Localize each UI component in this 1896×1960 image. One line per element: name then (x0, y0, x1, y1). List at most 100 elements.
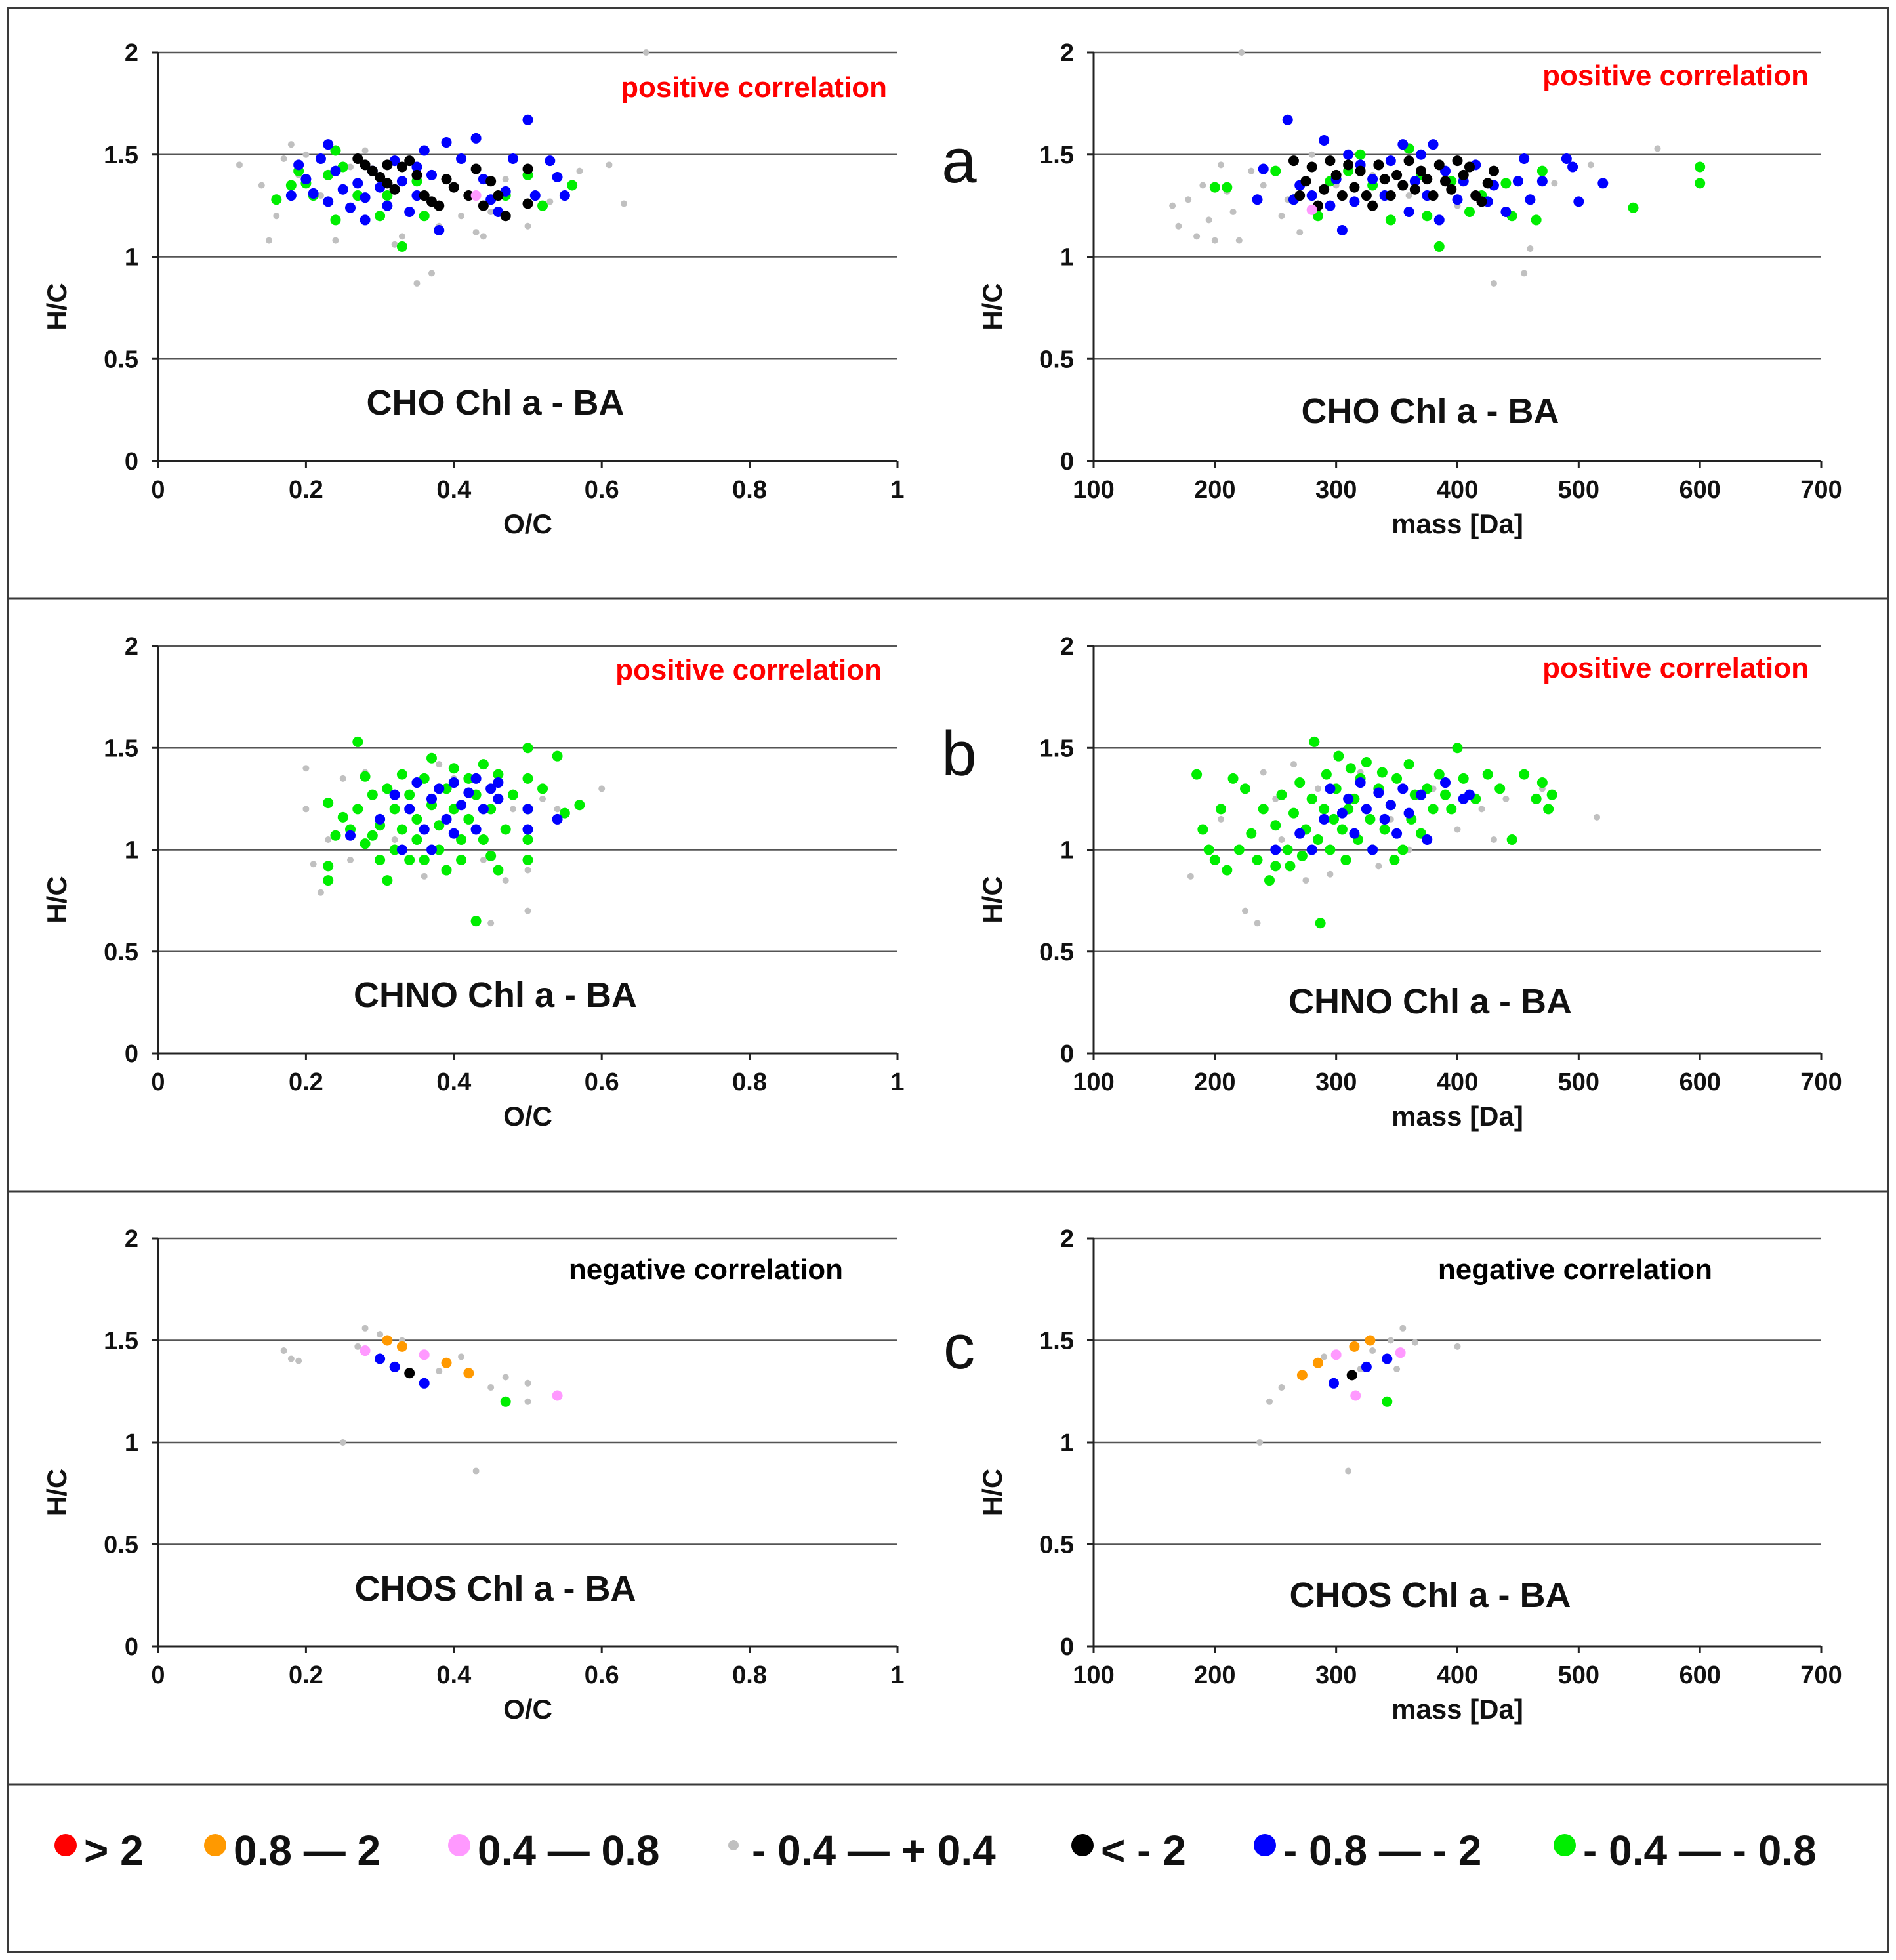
y-tick-label: 0.5 (1039, 939, 1074, 966)
data-point (552, 750, 563, 762)
data-point (456, 800, 467, 811)
data-point (1476, 196, 1487, 207)
data-point (1325, 844, 1336, 855)
x-tick-label: 0.8 (732, 476, 767, 504)
data-point (1416, 789, 1427, 800)
data-point (1387, 1337, 1394, 1344)
data-point (480, 233, 487, 240)
data-point (1233, 844, 1245, 855)
data-point (1296, 229, 1304, 236)
data-point (280, 155, 287, 162)
x-tick-label: 600 (1679, 1662, 1720, 1689)
y-tick-label: 1 (125, 244, 138, 272)
data-point (1336, 225, 1348, 236)
data-point (1389, 855, 1400, 866)
panel-letter-b: b (941, 719, 976, 789)
data-point (1376, 767, 1388, 778)
data-point (472, 229, 480, 236)
data-point (1306, 844, 1317, 855)
data-point (360, 838, 371, 849)
data-point (398, 233, 405, 240)
y-tick-label: 2 (125, 1225, 138, 1253)
y-tick-label: 0 (125, 1633, 138, 1661)
data-point (493, 777, 504, 788)
data-point (487, 208, 495, 215)
y-tick-label: 2 (125, 39, 138, 67)
legend-marker (728, 1840, 739, 1850)
data-point (1325, 783, 1336, 794)
data-point (1494, 783, 1506, 794)
correlation-annotation: positive correlation (615, 654, 882, 686)
series--2 (1288, 155, 1499, 211)
y-axis-label: H/C (977, 283, 1008, 330)
data-point (1319, 184, 1330, 195)
data-point (375, 172, 386, 183)
x-tick-label: 1 (890, 1662, 904, 1689)
data-point (1315, 918, 1326, 929)
data-point (1258, 163, 1269, 174)
data-point (360, 214, 371, 226)
chart-panel-b-left: 0 0.5 1 1.5 2 0 0.2 0.4 0.6 0.8 1 O/C H/C CHNO Chl a … (41, 633, 905, 1132)
data-point (537, 783, 548, 794)
x-axis-label: mass [Da] (1391, 508, 1523, 539)
y-tick-label: 0.5 (1039, 346, 1074, 373)
data-point (1306, 161, 1317, 173)
series--0-4-0-8 (323, 736, 585, 927)
data-point (1446, 804, 1457, 815)
data-point (529, 190, 541, 201)
data-point (524, 1379, 531, 1387)
data-point (1573, 196, 1584, 207)
x-tick-label: 700 (1800, 1069, 1842, 1096)
data-point (266, 237, 273, 244)
data-point (1321, 1353, 1328, 1360)
data-point (1169, 202, 1176, 209)
data-point (537, 200, 548, 211)
data-point (522, 824, 533, 835)
data-point (1193, 233, 1201, 240)
legend-label: - 0.4 — - 0.8 (1583, 1827, 1817, 1874)
y-tick-label: 1 (125, 837, 138, 865)
data-point (1246, 828, 1257, 839)
series--0-4-0-4 (280, 1324, 531, 1475)
x-tick-label: 0 (151, 1662, 165, 1689)
data-point (1270, 820, 1281, 831)
x-tick-label: 0.4 (436, 1069, 471, 1096)
data-point (1361, 190, 1372, 201)
y-axis-label: H/C (977, 876, 1008, 923)
data-point (347, 163, 354, 171)
data-point (404, 206, 415, 217)
legend-item: - 0.8 — - 2 (1254, 1827, 1481, 1874)
data-point (1349, 828, 1360, 839)
data-point (1543, 804, 1554, 815)
data-point (470, 773, 482, 784)
data-point (559, 190, 570, 201)
data-point (411, 813, 422, 825)
data-point (1428, 139, 1439, 150)
data-point (317, 889, 324, 896)
legend-marker (1254, 1834, 1276, 1856)
data-point (1422, 834, 1433, 845)
legend-marker (1071, 1834, 1094, 1856)
data-point (480, 857, 487, 864)
y-axis-label: H/C (41, 876, 72, 923)
data-point (310, 861, 317, 868)
data-point (493, 769, 504, 780)
y-axis-label: H/C (977, 1469, 1008, 1516)
data-point (1296, 850, 1308, 861)
data-point (360, 771, 371, 782)
data-point (500, 824, 511, 835)
data-point (419, 824, 430, 835)
series--0-8-2 (345, 773, 563, 855)
data-point (396, 176, 407, 187)
x-axis-label: O/C (503, 508, 552, 539)
x-tick-label: 0.6 (585, 1662, 619, 1689)
data-point (287, 1355, 295, 1362)
data-point (1256, 1439, 1264, 1446)
data-point (419, 1349, 430, 1360)
y-tick-label: 0.5 (104, 346, 138, 373)
series--0-4-0-8 (1191, 736, 1557, 929)
data-point (302, 806, 310, 813)
x-tick-label: 500 (1558, 1069, 1599, 1096)
data-point (360, 1345, 371, 1357)
series--0-4-0-8 (271, 145, 578, 252)
